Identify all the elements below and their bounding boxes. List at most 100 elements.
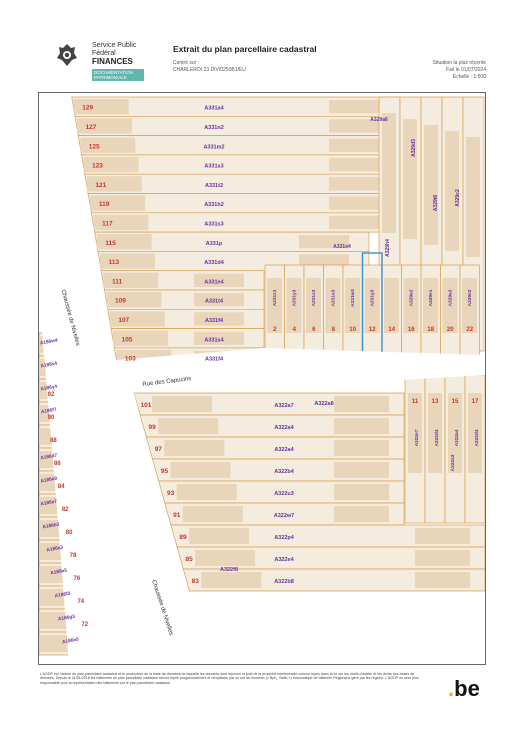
parcel-id-A331t2: A331t2	[205, 183, 223, 189]
road-rue-des-capucins	[79, 348, 485, 393]
house-number-91: 91	[173, 512, 181, 519]
parcel-id-A331y3: A331y3	[370, 289, 376, 306]
building	[182, 506, 243, 522]
building	[39, 336, 43, 353]
parcel-id-A186b3: A186b3	[42, 522, 60, 531]
parcel-id-A186g3: A186g3	[58, 614, 76, 623]
building	[286, 278, 302, 333]
house-number-14: 14	[388, 327, 395, 333]
centered-value: CHARLEROI 23 DIV/0250B1/EU	[173, 67, 246, 73]
building	[176, 484, 237, 500]
document-title: Extrait du plan parcellaire cadastral	[173, 44, 317, 54]
building	[90, 195, 146, 211]
building	[39, 382, 50, 399]
house-number-78: 78	[70, 553, 77, 559]
parcel-id-A331n2: A331n2	[204, 125, 224, 131]
building	[152, 396, 212, 412]
parcel-id-A331p: A331p	[206, 241, 223, 247]
building	[345, 278, 360, 333]
house-number-72: 72	[81, 622, 88, 628]
house-number-2: 2	[273, 327, 277, 333]
parcel-id-A322d4: A322d4	[474, 429, 480, 446]
building	[415, 572, 470, 588]
building	[424, 125, 438, 245]
parcel-id-A186x4: A186x4	[40, 361, 58, 370]
road-chaussee-de-nivelles-south	[94, 393, 204, 664]
building	[384, 278, 399, 333]
building	[423, 278, 438, 333]
building	[329, 100, 379, 114]
belgian-coat-of-arms-icon	[52, 40, 82, 70]
house-number-103: 103	[125, 356, 136, 363]
be-logo-text: be	[454, 676, 480, 701]
building	[106, 292, 162, 308]
parcel-id-A329c2: A329c2	[455, 189, 461, 207]
cadastral-map[interactable]: 129 A331a4 127 A331n2 125 A331m2 123 A331s3 121 A…	[38, 92, 486, 665]
document-header: Service Public Fédéral FINANCES DOCUMENT…	[0, 0, 520, 92]
house-number-80: 80	[66, 530, 73, 536]
house-number-15: 15	[452, 399, 459, 405]
situation-label: Situation la plus récente	[432, 60, 486, 66]
house-number-18: 18	[427, 327, 434, 333]
parcel-id-A186w4: A186w4	[40, 337, 59, 346]
org-name-line3: FINANCES	[92, 57, 133, 66]
house-number-4: 4	[293, 327, 297, 333]
building	[466, 137, 480, 257]
building	[103, 272, 159, 288]
house-number-111: 111	[112, 278, 123, 285]
parcel-id-A322e7: A322e7	[414, 429, 420, 446]
building	[158, 418, 219, 434]
building	[83, 156, 139, 173]
parcel-id-A331v3: A331v3	[331, 289, 337, 306]
building	[306, 278, 321, 333]
building	[442, 278, 458, 333]
building	[39, 359, 46, 376]
building	[73, 99, 129, 115]
parcel-id-A322p4: A322p4	[274, 535, 295, 541]
map-scale: Échelle : 1:500	[452, 74, 486, 80]
house-number-92: 92	[48, 392, 55, 398]
house-number-127: 127	[86, 124, 97, 131]
building	[329, 119, 379, 133]
building	[445, 131, 459, 251]
house-number-109: 109	[115, 298, 126, 305]
building	[448, 393, 462, 473]
parcel-id-A322a4: A322a4	[454, 429, 460, 446]
building	[299, 235, 349, 249]
parcel-id-A186y4: A186y4	[40, 384, 58, 393]
parcel-id-A329t6: A329t6	[433, 195, 439, 212]
building	[267, 278, 282, 333]
parcel-id-A331y3: A331y3	[292, 289, 298, 306]
building	[96, 234, 152, 250]
building	[80, 137, 136, 153]
organization-block: Service Public Fédéral FINANCES DOCUMENT…	[92, 42, 144, 82]
building	[415, 528, 470, 544]
house-number-105: 105	[122, 336, 133, 343]
house-number-119: 119	[99, 201, 110, 208]
parcel-id-A322a7: A322a7	[274, 403, 293, 409]
cadastral-map-canvas[interactable]: 129 A331a4 127 A331n2 125 A331m2 123 A331s3 121 A…	[39, 93, 485, 664]
be-logo: .be	[448, 676, 480, 701]
house-number-22: 22	[466, 327, 473, 333]
building	[334, 440, 389, 456]
house-number-12: 12	[369, 327, 376, 333]
building	[201, 572, 262, 588]
house-number-125: 125	[89, 143, 100, 150]
house-number-95: 95	[161, 468, 169, 475]
house-number-101: 101	[141, 402, 152, 409]
parcel-id-A331a4: A331a4	[204, 106, 224, 112]
centered-on-block: Centré sur : CHARLEROI 23 DIV/0250B1/EU	[173, 60, 246, 74]
parcel-id-A186e7: A186e7	[40, 499, 58, 508]
parcel-id-A331e4: A331e4	[204, 279, 224, 285]
building	[113, 330, 169, 346]
house-number-10: 10	[349, 327, 356, 333]
parcel-id-A331s4: A331s4	[204, 337, 224, 343]
parcel-id-A186f3: A186f3	[54, 591, 71, 600]
building	[415, 550, 470, 566]
house-number-17: 17	[472, 399, 479, 405]
parcel-89[interactable]	[170, 524, 485, 548]
building	[76, 118, 132, 134]
house-number-113: 113	[109, 259, 120, 266]
house-number-129: 129	[82, 105, 93, 112]
legal-disclaimer: L'AGDP est l'auteur du plan parcellaire …	[40, 672, 419, 685]
